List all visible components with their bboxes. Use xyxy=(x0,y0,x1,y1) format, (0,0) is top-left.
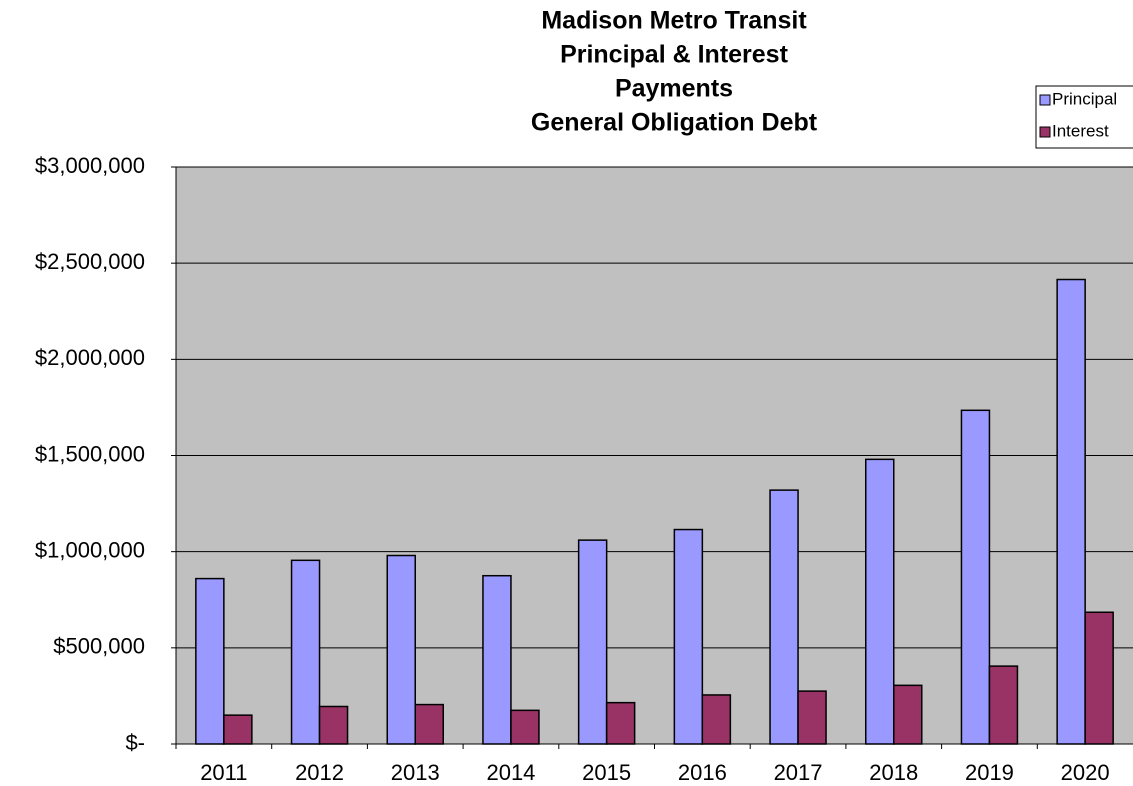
chart-title: Madison Metro Transit xyxy=(541,7,807,35)
bar xyxy=(577,539,608,745)
bar xyxy=(290,559,321,745)
y-tick-label: $3,000,000 xyxy=(35,153,145,178)
x-tick-label: 2014 xyxy=(486,760,535,785)
x-tick-label: 2011 xyxy=(200,760,247,785)
bar xyxy=(223,714,253,745)
legend-swatch xyxy=(1039,126,1051,138)
bar xyxy=(605,701,636,745)
bar xyxy=(1056,278,1086,745)
bar xyxy=(960,409,991,745)
bar xyxy=(865,458,895,745)
bar xyxy=(195,577,225,745)
bar xyxy=(673,528,704,745)
legend-label: Principal xyxy=(1052,89,1117,108)
y-tick-label: $2,000,000 xyxy=(35,345,145,370)
chart-title: General Obligation Debt xyxy=(531,109,818,137)
bar xyxy=(769,489,799,745)
x-tick-label: 2013 xyxy=(391,760,440,785)
bar xyxy=(414,703,444,745)
bar xyxy=(988,665,1019,745)
chart-title: Principal & Interest xyxy=(560,41,789,69)
bar xyxy=(386,554,416,745)
x-tick-label: 2020 xyxy=(1061,760,1110,785)
x-tick-label: 2019 xyxy=(965,760,1014,785)
bar xyxy=(482,574,512,745)
y-tick-label: $- xyxy=(125,730,145,755)
chart-title: Payments xyxy=(615,75,733,103)
bar xyxy=(701,694,732,745)
y-tick-label: $2,500,000 xyxy=(35,249,145,274)
bar xyxy=(797,690,827,745)
y-tick-label: $1,500,000 xyxy=(35,441,145,466)
legend-swatch xyxy=(1039,94,1051,106)
x-tick-label: 2012 xyxy=(295,760,344,785)
bar xyxy=(893,684,923,745)
x-tick-label: 2015 xyxy=(582,760,631,785)
y-tick-label: $500,000 xyxy=(53,634,145,659)
legend-box xyxy=(1035,85,1133,149)
x-tick-label: 2018 xyxy=(869,760,918,785)
bar xyxy=(1084,611,1114,745)
y-tick-label: $1,000,000 xyxy=(35,537,145,562)
legend-label: Interest xyxy=(1052,121,1109,140)
x-tick-label: 2016 xyxy=(678,760,727,785)
bar xyxy=(510,709,540,745)
x-tick-label: 2017 xyxy=(774,760,823,785)
bar xyxy=(318,705,349,745)
